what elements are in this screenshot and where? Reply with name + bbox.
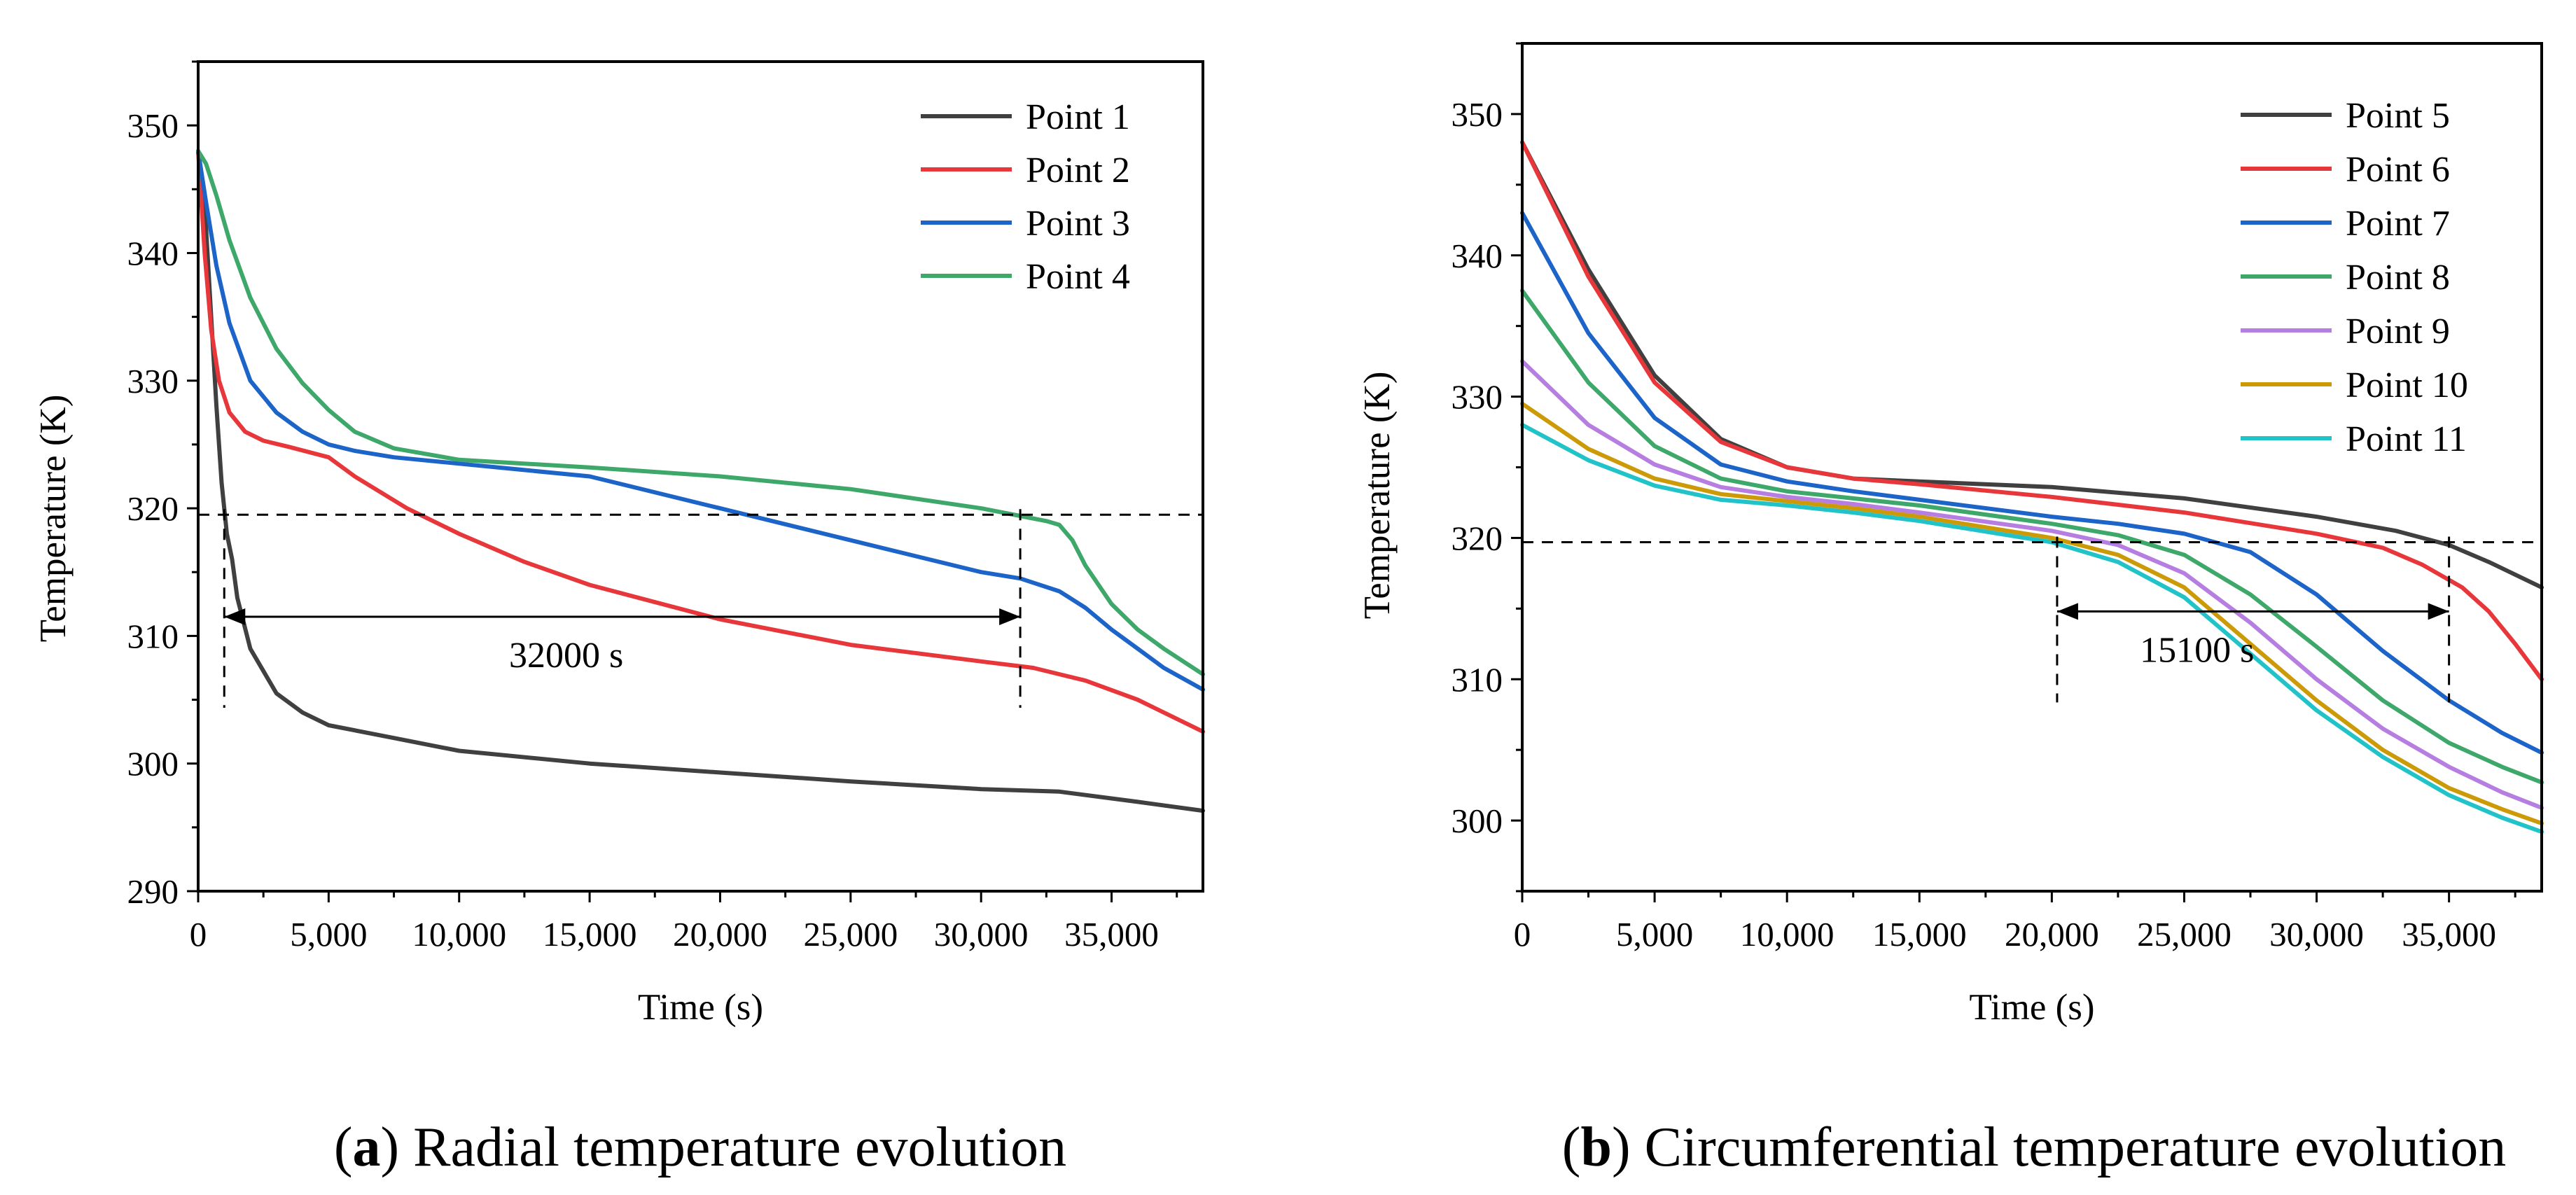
panel-b-x-tick-label: 5,000 (1616, 915, 1693, 953)
panel-b-series-line-3 (1520, 211, 2544, 755)
panel-a-legend-label-2: Point 2 (1026, 151, 1130, 190)
panel-a-series-line-4 (196, 148, 1205, 677)
panel-a-series-line-1 (196, 148, 1205, 813)
panel-b-y-tick-label: 320 (1451, 519, 1503, 557)
panel-b-legend-label-3: Point 7 (2346, 204, 2450, 244)
panel-a-x-tick-label: 0 (190, 915, 207, 953)
panel-b-legend-label-1: Point 5 (2346, 96, 2450, 136)
panel-b-span-label: 15100 s (2140, 630, 2254, 670)
panel-a-legend-label-3: Point 3 (1026, 204, 1130, 244)
panel-b-x-tick-label: 20,000 (2005, 915, 2099, 953)
panel-a-x-axis-label: Time (s) (638, 987, 763, 1028)
panel-a-y-tick-label: 300 (127, 745, 179, 783)
panel-b-span-arrowhead-left (2056, 603, 2078, 620)
panel-b-y-tick-label: 310 (1451, 660, 1503, 699)
panel-b-x-tick-label: 25,000 (2137, 915, 2232, 953)
panel-a-caption-letter: a (352, 1117, 380, 1178)
panel-a-y-tick-label: 330 (127, 362, 179, 400)
panel-a-caption-text: Radial temperature evolution (413, 1117, 1066, 1178)
panel-b-x-tick-label: 15,000 (1872, 915, 1967, 953)
panel-b-x-tick-label: 30,000 (2269, 915, 2364, 953)
panel-b-legend-label-6: Point 10 (2346, 365, 2468, 405)
panel-a-x-tick-label: 25,000 (803, 915, 898, 953)
panel-b-legend-label-4: Point 8 (2346, 258, 2450, 298)
panel-a-y-tick-label: 320 (127, 489, 179, 528)
panel-a-chart: 32000 s 0 5,000 10,000 15,000 20,000 25,000 30,… (33, 60, 1205, 1028)
panel-b-series-line-1 (1520, 140, 2544, 590)
panel-b-chart: 15100 s 0 5,000 10,000 15,000 20,000 25,000 30,… (1357, 42, 2544, 1028)
panel-b-y-axis-label: Temperature (K) (1357, 372, 1398, 620)
panel-b-legend-label-7: Point 11 (2346, 419, 2467, 459)
panel-a-y-axis-label: Temperature (K) (33, 395, 74, 643)
panel-a-x-tick-label: 30,000 (934, 915, 1029, 953)
panel-a-series-line-3 (196, 148, 1205, 692)
panel-a-x-tick-label: 20,000 (673, 915, 767, 953)
panel-a-series-line-2 (196, 148, 1205, 734)
panel-b-series-line-4 (1520, 288, 2544, 785)
panel-b-legend-label-5: Point 9 (2346, 312, 2450, 351)
panel-b-x-tick-label: 10,000 (1740, 915, 1834, 953)
panel-a-y-tick-label: 350 (127, 106, 179, 145)
panel-b-x-axis-label: Time (s) (1969, 987, 2094, 1028)
panel-a-x-tick-label: 15,000 (543, 915, 637, 953)
panel-b-series-line-6 (1520, 401, 2544, 826)
panel-b-x-tick-label: 0 (1514, 915, 1531, 953)
panel-a-y-tick-label: 310 (127, 617, 179, 655)
panel-b-caption: (b) Circumferential temperature evolutio… (1562, 1117, 2506, 1178)
panel-b-x-tick-label: 35,000 (2402, 915, 2496, 953)
panel-b-y-tick-label: 330 (1451, 378, 1503, 417)
panel-a-caption: (a) Radial temperature evolution (334, 1117, 1066, 1178)
panel-b-caption-text: Circumferential temperature evolution (1645, 1117, 2507, 1178)
panel-b-series-line-7 (1520, 422, 2544, 834)
panel-a-x-tick-label: 5,000 (290, 915, 367, 953)
panel-a-plot-frame (197, 60, 1204, 893)
panel-a-span-label: 32000 s (509, 636, 623, 676)
panel-b-y-tick-label: 300 (1451, 802, 1503, 840)
panel-b-y-tick-label: 340 (1451, 237, 1503, 275)
panel-a-x-tick-label: 35,000 (1064, 915, 1159, 953)
panel-a-span-arrowhead-right (999, 608, 1021, 626)
panel-b-span-arrowhead-right (2428, 603, 2449, 620)
panel-a-span-arrowhead-left (224, 608, 246, 626)
panel-b-series-line-2 (1520, 140, 2544, 682)
panel-a-y-tick-label: 340 (127, 234, 179, 272)
panel-b-y-tick-label: 350 (1451, 95, 1503, 134)
panel-a-legend-label-4: Point 4 (1026, 257, 1130, 297)
panel-b-caption-letter: b (1580, 1117, 1612, 1178)
panel-a-x-tick-label: 10,000 (412, 915, 506, 953)
panel-a-y-tick-label: 290 (127, 872, 179, 911)
panel-b-legend-label-2: Point 6 (2346, 150, 2450, 190)
panel-a-legend-label-1: Point 1 (1026, 97, 1130, 137)
panel-b-series-line-5 (1520, 359, 2544, 810)
